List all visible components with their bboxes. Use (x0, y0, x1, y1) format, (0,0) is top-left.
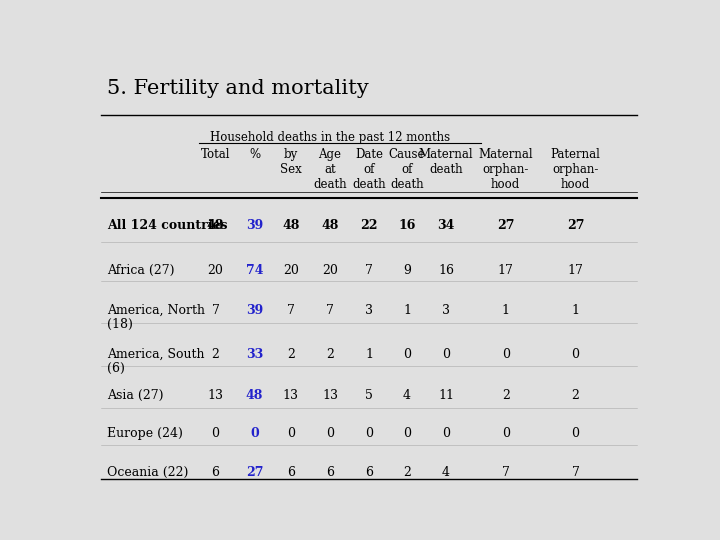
Text: Household deaths in the past 12 months: Household deaths in the past 12 months (210, 131, 450, 144)
Text: 0: 0 (287, 427, 295, 440)
Text: 6: 6 (287, 466, 295, 479)
Text: 2: 2 (326, 348, 334, 361)
Text: 34: 34 (437, 219, 455, 232)
Text: Maternal
death: Maternal death (419, 148, 473, 176)
Text: Paternal
orphan-
hood: Paternal orphan- hood (551, 148, 600, 191)
Text: 22: 22 (360, 219, 378, 232)
Text: 7: 7 (502, 466, 510, 479)
Text: 48: 48 (321, 219, 338, 232)
Text: 2: 2 (287, 348, 294, 361)
Text: America, South
(6): America, South (6) (107, 348, 204, 375)
Text: 0: 0 (326, 427, 334, 440)
Text: 1: 1 (572, 304, 580, 317)
Text: 9: 9 (403, 265, 411, 278)
Text: 27: 27 (567, 219, 584, 232)
Text: 0: 0 (572, 427, 580, 440)
Text: 0: 0 (442, 427, 450, 440)
Text: 3: 3 (442, 304, 450, 317)
Text: 0: 0 (403, 348, 411, 361)
Text: 7: 7 (212, 304, 220, 317)
Text: 27: 27 (497, 219, 515, 232)
Text: 20: 20 (207, 265, 223, 278)
Text: Cause
of
death: Cause of death (389, 148, 426, 191)
Text: 0: 0 (403, 427, 411, 440)
Text: 5: 5 (365, 389, 373, 402)
Text: 4: 4 (442, 466, 450, 479)
Text: %: % (249, 148, 260, 161)
Text: 20: 20 (322, 265, 338, 278)
Text: 7: 7 (365, 265, 373, 278)
Text: 5. Fertility and mortality: 5. Fertility and mortality (107, 79, 369, 98)
Text: 6: 6 (326, 466, 334, 479)
Text: Europe (24): Europe (24) (107, 427, 183, 440)
Text: 39: 39 (246, 304, 264, 317)
Text: 48: 48 (246, 389, 264, 402)
Text: 0: 0 (365, 427, 373, 440)
Text: 0: 0 (502, 348, 510, 361)
Text: 11: 11 (438, 389, 454, 402)
Text: 20: 20 (283, 265, 299, 278)
Text: 0: 0 (502, 427, 510, 440)
Text: Total: Total (201, 148, 230, 161)
Text: Asia (27): Asia (27) (107, 389, 163, 402)
Text: 27: 27 (246, 466, 264, 479)
Text: 17: 17 (498, 265, 513, 278)
Text: Maternal
orphan-
hood: Maternal orphan- hood (478, 148, 533, 191)
Text: 0: 0 (442, 348, 450, 361)
Text: 16: 16 (398, 219, 415, 232)
Text: 33: 33 (246, 348, 264, 361)
Text: by
Sex: by Sex (280, 148, 302, 176)
Text: 3: 3 (365, 304, 373, 317)
Text: 2: 2 (502, 389, 510, 402)
Text: 6: 6 (365, 466, 373, 479)
Text: 16: 16 (438, 265, 454, 278)
Text: 2: 2 (403, 466, 411, 479)
Text: 13: 13 (322, 389, 338, 402)
Text: 13: 13 (207, 389, 223, 402)
Text: 13: 13 (283, 389, 299, 402)
Text: Age
at
death: Age at death (313, 148, 347, 191)
Text: 0: 0 (572, 348, 580, 361)
Text: 7: 7 (572, 466, 580, 479)
Text: 39: 39 (246, 219, 264, 232)
Text: 0: 0 (212, 427, 220, 440)
Text: Date
of
death: Date of death (352, 148, 386, 191)
Text: 7: 7 (326, 304, 334, 317)
Text: 48: 48 (282, 219, 300, 232)
Text: America, North
(18): America, North (18) (107, 304, 204, 331)
Text: 1: 1 (502, 304, 510, 317)
Text: 17: 17 (567, 265, 583, 278)
Text: 2: 2 (572, 389, 580, 402)
Text: 74: 74 (246, 265, 264, 278)
Text: 0: 0 (251, 427, 259, 440)
Text: 4: 4 (403, 389, 411, 402)
Text: 48: 48 (207, 219, 224, 232)
Text: All 124 countries: All 124 countries (107, 219, 228, 232)
Text: 1: 1 (365, 348, 373, 361)
Text: 7: 7 (287, 304, 294, 317)
Text: 6: 6 (212, 466, 220, 479)
Text: 2: 2 (212, 348, 220, 361)
Text: Oceania (22): Oceania (22) (107, 466, 188, 479)
Text: Africa (27): Africa (27) (107, 265, 174, 278)
Text: 1: 1 (403, 304, 411, 317)
